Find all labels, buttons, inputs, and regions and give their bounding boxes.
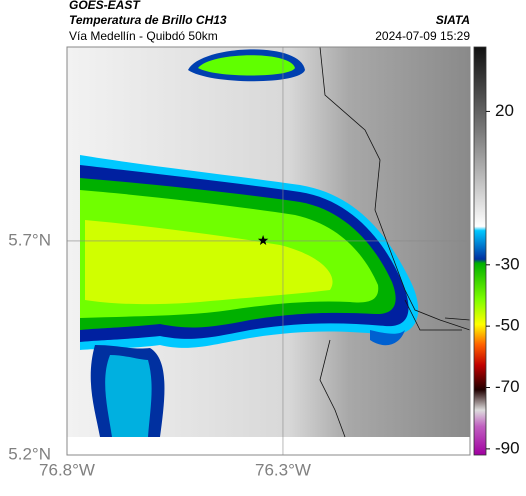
header: GOES-EAST Temperatura de Brillo CH13 SIA… <box>69 0 470 43</box>
colorbar-label: -90 <box>495 438 520 457</box>
colorbar-label: -30 <box>495 254 520 273</box>
location-marker <box>257 235 269 245</box>
colorbar-label: -70 <box>495 377 520 396</box>
colorbar-label: 20 <box>495 101 514 120</box>
route: Vía Medellín - Quibdó 50km <box>69 29 218 43</box>
source: SIATA <box>436 13 470 27</box>
timestamp: 2024-07-09 15:29 <box>375 29 470 43</box>
satellite: GOES-EAST <box>69 0 141 12</box>
imagery <box>67 47 470 455</box>
x-tick-label: 76.8°W <box>39 460 95 479</box>
colorbar <box>473 46 487 456</box>
y-tick-label: 5.7°N <box>8 230 51 249</box>
y-tick-label: 5.2°N <box>8 444 51 463</box>
colorbar-label: -50 <box>495 316 520 335</box>
x-tick-label: 76.3°W <box>255 460 311 479</box>
product: Temperatura de Brillo CH13 <box>69 13 227 27</box>
